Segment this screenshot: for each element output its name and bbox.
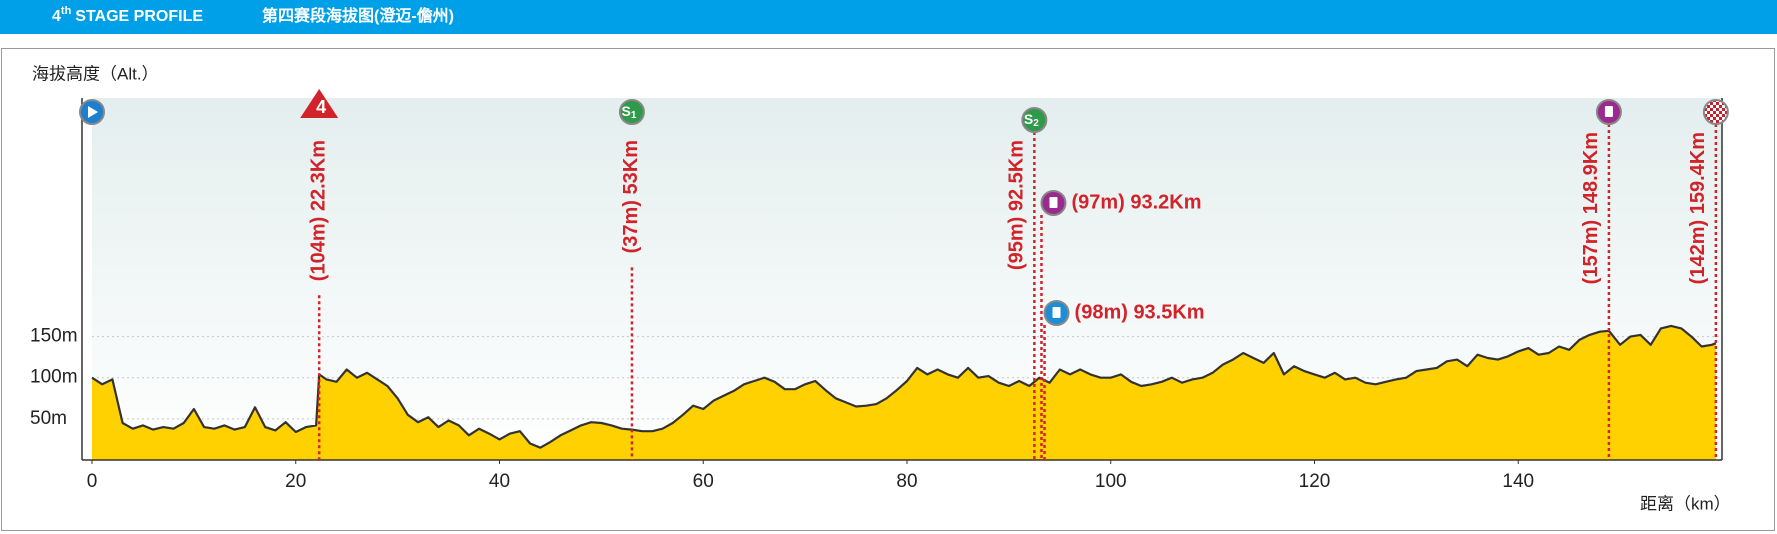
km-label: (37m) 53Km: [620, 140, 642, 253]
km-label: (157m) 148.9Km: [1580, 132, 1602, 284]
x-tick-label: 100: [1095, 471, 1127, 492]
header-title: 4th STAGE PROFILE: [52, 5, 203, 25]
marker-circle: [618, 99, 645, 125]
x-tick-label: 0: [87, 471, 98, 492]
km-label: (98m) 93.5Km: [1075, 301, 1205, 323]
marker-glyph: [1604, 106, 1613, 117]
marker-text: S2: [1024, 111, 1039, 129]
marker-triangle: [300, 89, 339, 118]
km-label: (104m) 22.3Km: [307, 140, 329, 281]
marker-arrow: [88, 106, 98, 118]
y-axis-label: 海拔高度（Alt.）: [32, 64, 159, 83]
x-tick-label: 120: [1299, 471, 1331, 492]
marker-feed: [1595, 99, 1622, 125]
marker-letter: S: [1024, 111, 1033, 127]
title: STAGE PROFILE: [75, 8, 203, 25]
x-tick-label: 20: [285, 471, 306, 492]
marker-letter: S: [621, 103, 630, 119]
marker-circle: [1702, 99, 1729, 125]
x-tick-label: 140: [1502, 471, 1534, 492]
marker-sprint: S2: [1021, 107, 1048, 133]
marker-water: [1043, 300, 1070, 326]
x-tick-label: 80: [896, 471, 917, 492]
km-label: (142m) 159.4Km: [1687, 132, 1709, 284]
marker-text: 4: [316, 97, 326, 117]
x-axis-label: 距离（km）: [1640, 494, 1731, 513]
elevation-line: [91, 324, 1717, 449]
y-tick-label: 100m: [30, 367, 78, 388]
marker-letter: 4: [316, 97, 326, 117]
marker-kom: 4: [300, 89, 339, 118]
marker-text: S1: [621, 103, 636, 121]
marker-feed: [1040, 190, 1067, 216]
marker-sub: 2: [1033, 118, 1039, 129]
km-label: (97m) 93.2Km: [1071, 191, 1201, 213]
header-bar: [0, 0, 1777, 34]
marker-circle: [1021, 107, 1048, 133]
elevation-area: [92, 325, 1716, 460]
x-tick-label: 40: [489, 471, 510, 492]
marker-sub: 1: [631, 110, 637, 121]
subtitle: 第四赛段海拔图(澄迈-儋州): [262, 6, 454, 25]
stage-suffix: th: [61, 5, 72, 17]
marker-glyph: [1052, 307, 1061, 318]
marker-finish: [1702, 99, 1729, 125]
stage-number: 4: [52, 8, 61, 25]
km-label: (95m) 92.5Km: [1006, 140, 1028, 270]
marker-start: [79, 99, 105, 125]
marker-glyph: [1049, 197, 1058, 208]
marker-sprint: S1: [618, 99, 645, 125]
y-tick-label: 150m: [30, 326, 78, 347]
y-tick-label: 50m: [30, 408, 67, 429]
x-tick-label: 60: [693, 471, 714, 492]
